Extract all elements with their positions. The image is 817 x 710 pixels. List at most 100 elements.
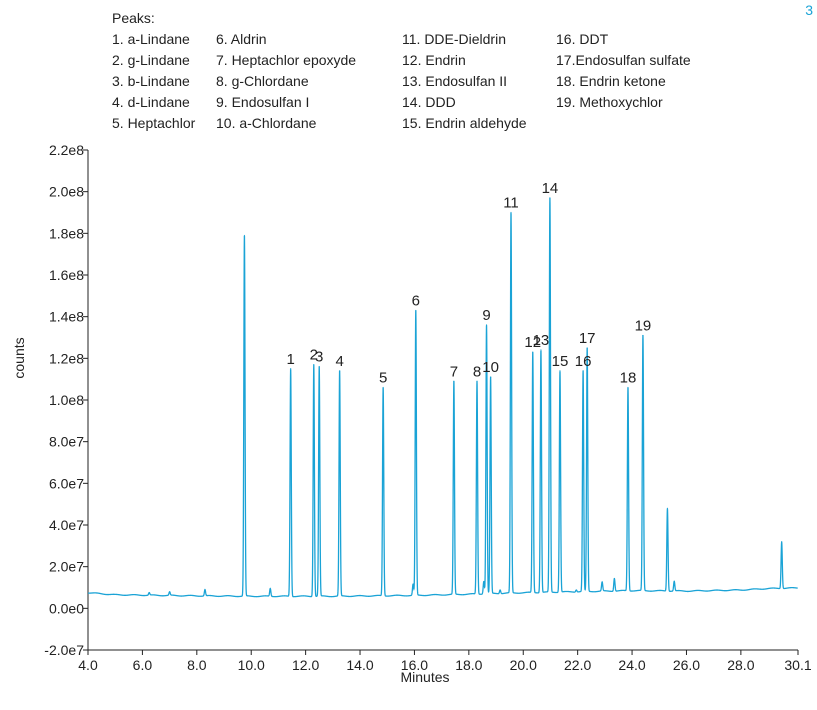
legend-item: 1. a-Lindane [112, 31, 190, 47]
peak-apex-point [382, 386, 384, 389]
x-tick-label: 4.0 [78, 657, 98, 673]
peak-label: 1 [286, 351, 294, 368]
x-tick-label: 12.0 [292, 657, 319, 673]
trace-layer [88, 197, 798, 598]
legend-column-4: 16. DDT 17.Endosulfan sulfate 18. Endrin… [556, 29, 691, 113]
peak-label: 4 [335, 353, 343, 370]
peak-label: 2 [310, 347, 318, 364]
legend-item: 9. Endosulfan I [216, 94, 310, 110]
chromatogram-trace [88, 197, 798, 598]
y-tick-label: 2.2e8 [49, 142, 84, 158]
peak-apex-point [339, 370, 341, 372]
legend-item: 8. g-Chlordane [216, 73, 309, 89]
peak-apex-point [642, 334, 644, 337]
peak-label: 11 [503, 195, 519, 212]
legend-item: 16. DDT [556, 31, 609, 47]
peak-apex-point [490, 376, 492, 378]
peak-label: 12 [524, 334, 541, 351]
x-axis-title: Minutes [400, 669, 449, 685]
legend-item: 6. Aldrin [216, 31, 267, 47]
y-tick-label: 4.0e7 [49, 517, 84, 533]
y-tick-label: 8.0e7 [49, 434, 84, 450]
peak-apex-point [318, 366, 320, 368]
legend-column-1: 1. a-Lindane 2. g-Lindane 3. b-Lindane 4… [112, 29, 195, 134]
legend-item: 17.Endosulfan sulfate [556, 52, 691, 68]
x-tick-label: 18.0 [455, 657, 482, 673]
x-tick-label: 6.0 [133, 657, 153, 673]
y-tick-label: 0.0e0 [49, 600, 84, 616]
x-tick-label: 28.0 [727, 657, 754, 673]
y-tick-label: 1.0e8 [49, 392, 84, 408]
y-tick-label: 1.8e8 [49, 225, 84, 241]
peak-apex-point [586, 347, 588, 349]
legend-item: 14. DDD [402, 94, 456, 110]
peak-label: 18 [620, 370, 637, 387]
legend-item: 5. Heptachlor [112, 115, 196, 131]
legend-item: 15. Endrin aldehyde [402, 115, 527, 131]
peak-label: 10 [482, 359, 499, 376]
y-axis-title: counts [11, 337, 27, 378]
legend-item: 19. Methoxychlor [556, 94, 663, 110]
y-tick-label: -2.0e7 [44, 642, 84, 658]
peak-apex-point [781, 541, 783, 543]
corner-page-number: 3 [805, 2, 813, 18]
x-tick-label: 14.0 [346, 657, 373, 673]
legend-item: 7. Heptachlor epoxyde [216, 52, 357, 68]
y-tick-label: 1.6e8 [49, 267, 84, 283]
peak-apex-point [582, 370, 584, 372]
y-tick-label: 2.0e8 [49, 184, 84, 200]
peak-label: 8 [473, 363, 481, 380]
legend-item: 12. Endrin [402, 52, 466, 68]
legend-heading-text: Peaks: [112, 10, 155, 26]
x-tick-label: 20.0 [510, 657, 537, 673]
peak-apex-point [485, 324, 488, 326]
legend-item: 2. g-Lindane [112, 52, 190, 68]
legend-column-2: 6. Aldrin 7. Heptachlor epoxyde 8. g-Chl… [216, 29, 356, 134]
peak-apex-point [476, 380, 478, 382]
peak-label: 5 [379, 370, 387, 387]
peak-label: 15 [552, 353, 569, 370]
peak-apex-point [532, 351, 534, 353]
legend-item: 11. DDE-Dieldrin [402, 31, 506, 47]
peak-apex-point [415, 309, 417, 312]
peak-apex-point [549, 197, 551, 199]
peak-label: 7 [450, 363, 458, 380]
peak-label: 14 [542, 180, 559, 197]
x-tick-label: 8.0 [187, 657, 207, 673]
peak-apex-point [290, 368, 292, 370]
peak-label: 17 [579, 330, 596, 347]
legend-item: 13. Endosulfan II [402, 73, 508, 89]
x-tick-label: 10.0 [238, 657, 265, 673]
peak-apex-point [510, 211, 512, 214]
peak-label: 16 [575, 353, 592, 370]
axes-group: -2.0e7 0.0e0 2.0e7 4.0e7 6.0e7 8.0e7 1.0e8 1.2e… [44, 142, 812, 673]
peak-apex-point [666, 507, 669, 509]
legend-item: 4. d-Lindane [112, 94, 190, 110]
y-tick-label: 1.4e8 [49, 309, 84, 325]
peak-label: 19 [635, 317, 652, 334]
peak-label: 9 [482, 307, 490, 324]
peak-label: 3 [315, 349, 323, 366]
x-tick-label: 26.0 [673, 657, 700, 673]
legend-item: 18. Endrin ketone [556, 73, 666, 89]
y-tick-label: 2.0e7 [49, 559, 84, 575]
legend-item: 10. a-Chlordane [216, 115, 317, 131]
x-tick-label: 24.0 [618, 657, 645, 673]
legend-column-3: 11. DDE-Dieldrin 12. Endrin 13. Endosulf… [402, 29, 527, 134]
y-tick-label: 1.2e8 [49, 350, 84, 366]
peak-label: 13 [533, 332, 550, 349]
peak-apex-point [627, 386, 629, 389]
peak-apex-point [453, 380, 455, 382]
y-tick-label: 6.0e7 [49, 475, 84, 491]
peak-apex-point [243, 234, 246, 237]
peak-apex-point [559, 370, 561, 372]
legend-heading: Peaks: [112, 8, 155, 29]
peak-label: 6 [412, 292, 420, 309]
legend-item: 3. b-Lindane [112, 73, 190, 89]
x-tick-label: 30.1 [784, 657, 811, 673]
peak-apex-point [313, 363, 315, 366]
x-tick-label: 16.0 [401, 657, 428, 673]
x-tick-label: 22.0 [564, 657, 591, 673]
